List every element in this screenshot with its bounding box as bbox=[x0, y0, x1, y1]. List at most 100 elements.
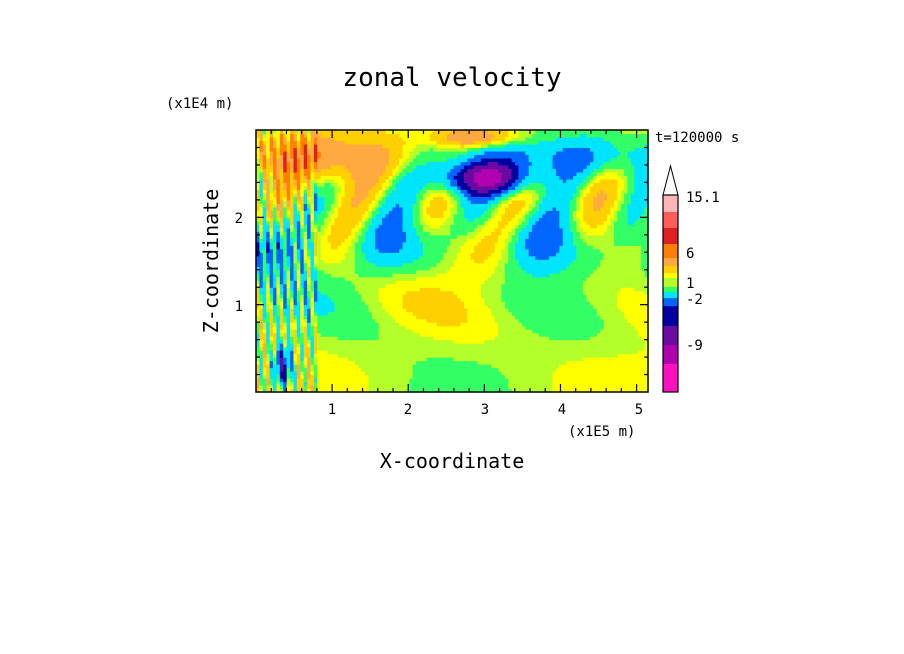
contour-cell bbox=[269, 308, 274, 313]
contour-cell bbox=[303, 196, 308, 201]
contour-cell bbox=[392, 294, 397, 299]
contour-cell bbox=[375, 315, 380, 320]
contour-cell bbox=[433, 185, 438, 190]
contour-cell bbox=[402, 290, 407, 295]
contour-cell bbox=[327, 171, 332, 177]
contour-cell bbox=[273, 283, 278, 288]
contour-cell bbox=[269, 213, 274, 218]
contour-cell bbox=[446, 182, 451, 187]
contour-cell bbox=[330, 346, 335, 351]
contour-cell bbox=[351, 182, 356, 187]
contour-cell bbox=[330, 378, 335, 383]
contour-cell bbox=[344, 217, 349, 222]
contour-cell bbox=[375, 234, 380, 239]
contour-cell bbox=[344, 182, 349, 187]
contour-cell bbox=[337, 154, 342, 159]
contour-cell bbox=[286, 147, 291, 152]
contour-cell bbox=[392, 231, 397, 236]
contour-cell bbox=[334, 171, 339, 177]
contour-cell bbox=[293, 360, 298, 365]
contour-cell bbox=[283, 280, 288, 285]
contour-cell bbox=[436, 178, 441, 183]
contour-cell bbox=[365, 385, 370, 390]
contour-cell bbox=[446, 283, 451, 288]
contour-cell bbox=[310, 269, 315, 274]
contour-cell bbox=[423, 164, 428, 170]
contour-cell bbox=[382, 147, 387, 152]
contour-cell bbox=[269, 290, 274, 295]
contour-cell bbox=[446, 269, 451, 274]
contour-cell bbox=[429, 203, 434, 208]
contour-cell bbox=[259, 318, 264, 323]
contour-cell bbox=[334, 266, 339, 271]
contour-cell bbox=[283, 189, 288, 194]
contour-cell bbox=[361, 196, 366, 201]
contour-cell bbox=[480, 311, 485, 316]
contour-cell bbox=[334, 231, 339, 236]
contour-cell bbox=[337, 280, 342, 285]
contour-cell bbox=[310, 297, 315, 302]
contour-cell bbox=[337, 213, 342, 218]
contour-cell bbox=[382, 367, 387, 372]
contour-cell bbox=[416, 262, 421, 267]
contour-cell bbox=[296, 371, 301, 376]
contour-cell bbox=[477, 325, 482, 330]
contour-cell bbox=[446, 189, 451, 194]
contour-cell bbox=[341, 367, 346, 372]
contour-cell bbox=[334, 259, 339, 264]
contour-cell bbox=[436, 133, 441, 138]
contour-cell bbox=[279, 308, 284, 313]
contour-cell bbox=[474, 175, 479, 180]
contour-cell bbox=[300, 227, 305, 232]
contour-cell bbox=[440, 252, 445, 257]
contour-cell bbox=[382, 308, 387, 313]
contour-cell bbox=[405, 157, 410, 163]
contour-cell bbox=[313, 192, 318, 197]
contour-cell bbox=[395, 220, 400, 225]
contour-cell bbox=[453, 381, 458, 386]
contour-cell bbox=[388, 374, 393, 379]
contour-cell bbox=[266, 360, 271, 365]
contour-cell bbox=[412, 353, 417, 358]
contour-cell bbox=[296, 304, 301, 309]
contour-cell bbox=[358, 224, 363, 229]
contour-cell bbox=[371, 336, 376, 341]
contour-cell bbox=[453, 357, 458, 362]
contour-cell bbox=[320, 192, 325, 197]
contour-cell bbox=[480, 374, 485, 379]
contour-cell bbox=[300, 224, 305, 229]
contour-cell bbox=[375, 213, 380, 218]
contour-cell bbox=[361, 290, 366, 295]
contour-cell bbox=[470, 175, 475, 180]
contour-cell bbox=[477, 189, 482, 194]
contour-cell bbox=[395, 245, 400, 250]
contour-cell bbox=[450, 322, 455, 327]
contour-cell bbox=[296, 364, 301, 369]
contour-cell bbox=[303, 147, 308, 152]
contour-cell bbox=[296, 130, 301, 135]
contour-cell bbox=[330, 322, 335, 327]
contour-cell bbox=[412, 266, 417, 271]
contour-cell bbox=[365, 206, 370, 211]
contour-cell bbox=[375, 308, 380, 313]
contour-cell bbox=[412, 241, 417, 246]
contour-cell bbox=[385, 220, 390, 225]
contour-cell bbox=[262, 245, 267, 250]
contour-cell bbox=[330, 227, 335, 232]
contour-cell bbox=[296, 346, 301, 351]
contour-cell bbox=[402, 360, 407, 365]
contour-cell bbox=[463, 210, 468, 215]
contour-cell bbox=[436, 168, 441, 173]
contour-cell bbox=[429, 185, 434, 190]
contour-cell bbox=[296, 168, 301, 173]
contour-cell bbox=[436, 360, 441, 365]
contour-cell bbox=[470, 140, 475, 145]
contour-cell bbox=[467, 189, 472, 194]
contour-cell bbox=[330, 294, 335, 299]
contour-cell bbox=[446, 238, 451, 243]
contour-cell bbox=[419, 161, 424, 166]
contour-cell bbox=[378, 164, 383, 170]
contour-cell bbox=[276, 318, 281, 323]
contour-cell bbox=[313, 182, 318, 187]
contour-cell bbox=[378, 273, 383, 278]
